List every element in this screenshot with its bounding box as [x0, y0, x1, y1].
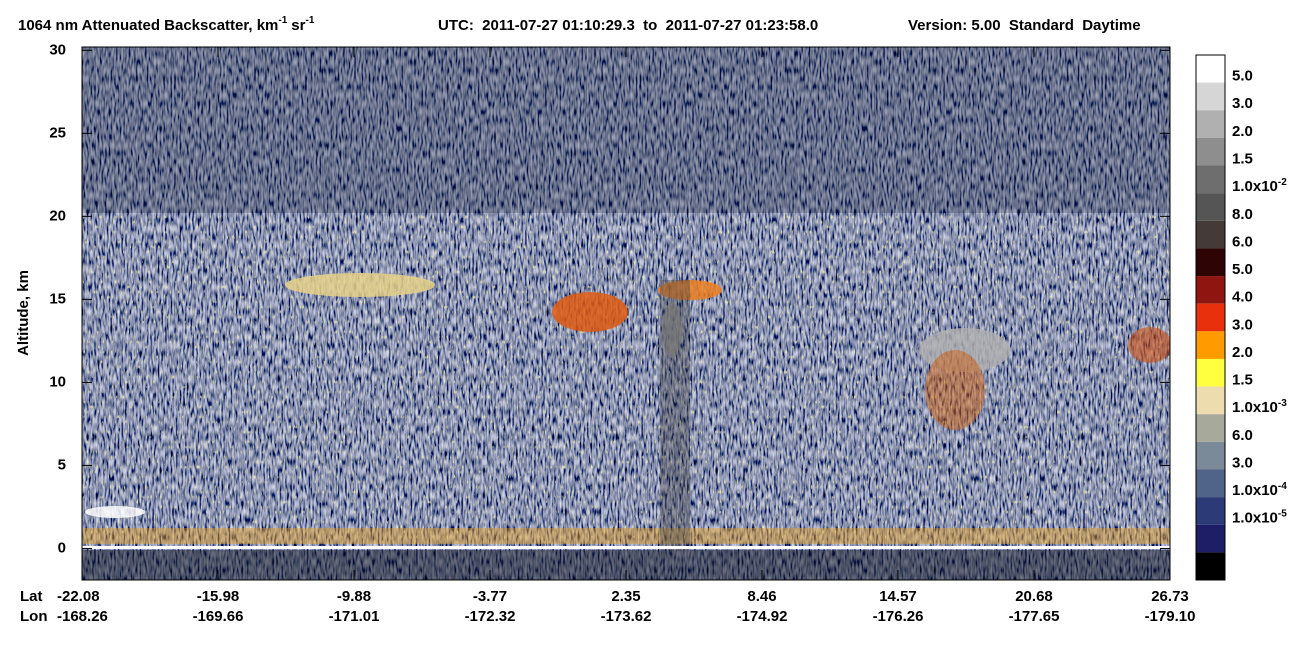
colorbar-label-exp: -4 [1278, 481, 1287, 492]
colorbar-label: 8.0 [1232, 206, 1253, 223]
y-tick-label: 5 [58, 456, 66, 473]
y-axis-label: Altitude, km [15, 270, 32, 356]
colorbar-swatch [1196, 441, 1225, 470]
lon-label: -169.66 [193, 608, 244, 625]
colorbar-swatch [1196, 414, 1225, 442]
lat-label: -3.77 [473, 588, 507, 605]
colorbar-label: 1.0x10-3 [1232, 398, 1287, 416]
colorbar-swatch [1196, 552, 1225, 580]
colorbar-swatch [1196, 497, 1225, 525]
chart-title: 1064 nm Attenuated Backscatter, km-1 sr-1 [18, 15, 315, 34]
lat-label: 8.46 [747, 588, 776, 605]
y-tick-label: 30 [49, 41, 66, 58]
y-tick-label: 25 [49, 124, 66, 141]
colorbar-swatch [1196, 469, 1225, 498]
lon-label: -174.92 [737, 608, 788, 625]
colorbar-swatch [1196, 220, 1225, 249]
colorbar-label: 1.0x10-5 [1232, 508, 1287, 526]
lat-label: -15.98 [197, 588, 240, 605]
y-tick-label: 20 [49, 207, 66, 224]
lat-label: -9.88 [337, 588, 371, 605]
colorbar-label: 4.0 [1232, 289, 1253, 306]
lon-label: -179.10 [1145, 608, 1196, 625]
lon-label: -173.62 [601, 608, 652, 625]
y-tick-label: 10 [49, 373, 66, 390]
colorbar-label: 1.0x10-4 [1232, 481, 1287, 499]
colorbar-swatch [1196, 165, 1225, 194]
colorbar-label: 6.0 [1232, 427, 1253, 444]
colorbar-frame [1195, 54, 1226, 581]
colorbar-swatch [1196, 358, 1225, 387]
lat-label: 14.57 [879, 588, 917, 605]
lon-label: -168.26 [57, 608, 108, 625]
lat-label: 2.35 [611, 588, 640, 605]
title-exp: -1 [305, 15, 314, 26]
colorbar-label: 2.0 [1232, 123, 1253, 140]
y-tick-label: 15 [49, 290, 66, 307]
colorbar-label-base: 1.0x10 [1232, 178, 1278, 195]
colorbar-label-base: 1.0x10 [1232, 482, 1278, 499]
colorbar-swatch [1196, 524, 1225, 553]
colorbar-label-exp: -3 [1278, 398, 1287, 409]
utc-range: UTC: 2011-07-27 01:10:29.3 to 2011-07-27… [438, 17, 818, 34]
colorbar-label: 5.0 [1232, 261, 1253, 278]
y-tick-label: 0 [58, 539, 66, 556]
curtain-image [82, 47, 1170, 580]
colorbar-label: 3.0 [1232, 454, 1253, 471]
colorbar-label-exp: -2 [1278, 177, 1287, 188]
lat-label: 20.68 [1015, 588, 1053, 605]
colorbar-swatch [1196, 331, 1225, 359]
colorbar-swatch [1196, 248, 1225, 277]
colorbar-swatch [1196, 276, 1225, 304]
title-exp: -1 [278, 15, 287, 26]
colorbar-swatch [1196, 303, 1225, 332]
title-text: 1064 nm Attenuated Backscatter, km [18, 17, 278, 34]
colorbar-swatch [1196, 137, 1225, 166]
colorbar-label: 1.5 [1232, 150, 1253, 167]
colorbar-swatch [1196, 55, 1225, 83]
lon-label: -177.65 [1009, 608, 1060, 625]
lon-label: -172.32 [465, 608, 516, 625]
lon-label: -171.01 [329, 608, 380, 625]
colorbar-label: 5.0 [1232, 68, 1253, 85]
colorbar-label: 3.0 [1232, 95, 1253, 112]
colorbar-label: 1.0x10-2 [1232, 177, 1287, 195]
colorbar-label-base: 1.0x10 [1232, 399, 1278, 416]
colorbar-swatch [1196, 386, 1225, 415]
lon-label: -176.26 [873, 608, 924, 625]
lat-label: -22.08 [57, 588, 100, 605]
x-row-label: Lat [20, 588, 43, 605]
colorbar-label-exp: -5 [1278, 508, 1287, 519]
title-unit: sr [291, 17, 305, 34]
lat-label: 26.73 [1151, 588, 1189, 605]
colorbar-swatch [1196, 193, 1225, 221]
colorbar-label: 1.5 [1232, 372, 1253, 389]
colorbar-swatch [1196, 110, 1225, 138]
x-row-label: Lon [20, 608, 48, 625]
colorbar-label-base: 1.0x10 [1232, 510, 1278, 527]
colorbar-label: 6.0 [1232, 233, 1253, 250]
version: Version: 5.00 Standard Daytime [908, 17, 1141, 34]
colorbar-label: 3.0 [1232, 316, 1253, 333]
colorbar-label: 2.0 [1232, 344, 1253, 361]
colorbar-swatch [1196, 82, 1225, 111]
